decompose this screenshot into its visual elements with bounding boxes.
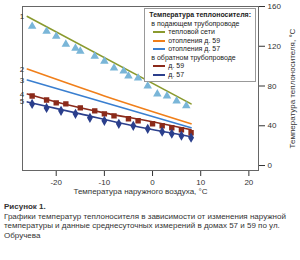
svg-text:0: 0 [150, 178, 155, 188]
html-text:отопления д. 59: отопления д. 59 [168, 36, 221, 44]
svg-text:-10: -10 [98, 178, 111, 188]
svg-text:3: 3 [20, 76, 25, 85]
svg-text:40: 40 [268, 121, 277, 130]
svg-text:0: 0 [268, 161, 273, 170]
html-text:Графики температур теплоносите: Графики температур теплоносителя в завис… [4, 211, 286, 240]
svg-text:5: 5 [20, 97, 25, 106]
svg-text:160: 160 [268, 2, 282, 11]
svg-text:1: 1 [20, 12, 25, 21]
html-text:в обратном трубопроводе: в обратном трубопроводе [151, 53, 236, 61]
svg-text:120: 120 [268, 42, 282, 51]
html-text:в подающем трубопроводе: в подающем трубопроводе [151, 19, 240, 27]
html-text:д. 57: д. 57 [168, 70, 185, 78]
svg-text:4: 4 [19, 89, 25, 99]
svg-text:-20: -20 [50, 178, 62, 187]
svg-text:80: 80 [268, 82, 277, 91]
html-text:отопления д. 57: отопления д. 57 [168, 45, 221, 52]
svg-text:Температура наружного воздуха,: Температура наружного воздуха, °C [73, 187, 207, 196]
svg-text:10: 10 [196, 178, 206, 188]
html-text:Рисунок 1.: Рисунок 1. [4, 202, 46, 211]
html-text:Температура теплоносителя:: Температура теплоносителя: [149, 11, 251, 18]
svg-text:20: 20 [244, 178, 253, 187]
svg-text:2: 2 [20, 65, 25, 74]
html-text:тепловой сети: тепловой сети [168, 28, 215, 35]
html-text:д. 59: д. 59 [168, 62, 185, 69]
svg-text:Температура теплоносителя, °C: Температура теплоносителя, °C [288, 28, 297, 148]
